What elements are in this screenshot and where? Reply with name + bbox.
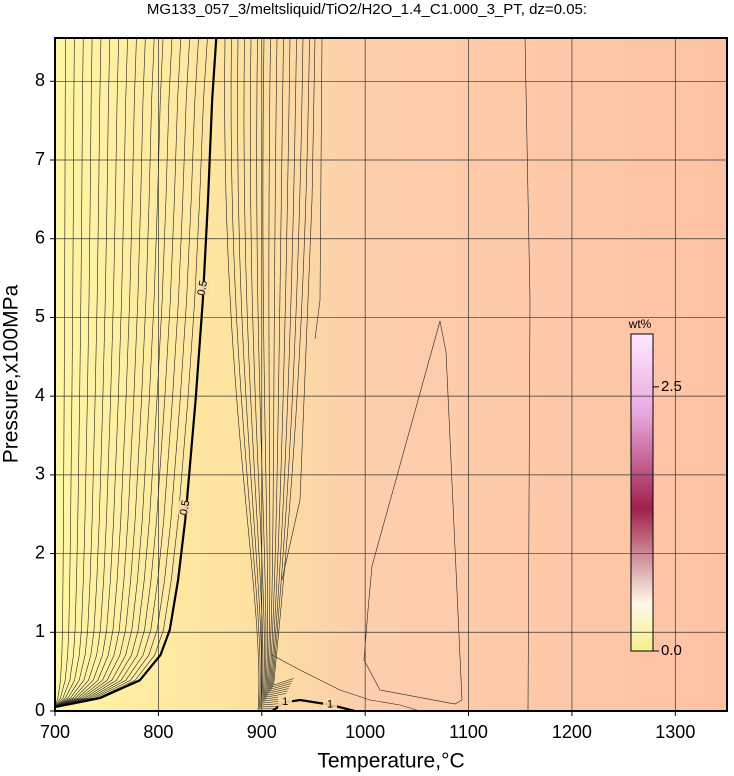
y-tick-label: 1: [35, 621, 45, 641]
contour-line: [54, 37, 75, 708]
contour-line: [54, 37, 190, 708]
contour-line: [54, 37, 66, 708]
y-tick-label: 2: [35, 542, 45, 562]
contour-label-bg: [278, 695, 293, 710]
contour-line: [250, 37, 283, 704]
colorbar-tick-label: 2.5: [661, 378, 682, 395]
contour-line: [262, 37, 286, 700]
y-tick-label: 8: [35, 70, 45, 90]
contour-line: [54, 37, 182, 708]
contour-label-bg: [195, 281, 210, 296]
contour-line: [266, 37, 287, 698]
contour-label: 1: [282, 696, 288, 708]
plot-frame: [54, 37, 728, 712]
contour-line: [54, 37, 102, 708]
contour-line: [54, 37, 155, 708]
x-tick-label: 700: [40, 722, 70, 742]
x-tick-label: 800: [143, 722, 173, 742]
contour-label: 1: [327, 699, 333, 711]
colorbar: [630, 333, 654, 652]
contour-line: [54, 37, 137, 708]
contour: [54, 37, 218, 709]
contour-line: [54, 37, 84, 708]
x-tick-label: 1100: [449, 722, 488, 742]
contour-label-bg: [178, 500, 193, 515]
y-tick-label: 4: [35, 385, 45, 405]
contour-line: [224, 37, 278, 712]
contour-line: [54, 37, 208, 708]
contour-line: [256, 37, 285, 702]
y-tick-label: 5: [35, 306, 45, 326]
colorbar-tick-label: 0.0: [661, 642, 682, 659]
contour-line: [273, 37, 310, 686]
contour-line: [267, 37, 288, 696]
contour-line: [54, 37, 111, 708]
y-tick-label: 3: [35, 464, 45, 484]
y-tick-label: 7: [35, 149, 45, 169]
colorbar-label: wt%: [628, 317, 652, 331]
contour-label-bg: [323, 697, 338, 712]
contour-line: [268, 37, 289, 694]
contour-line: [230, 37, 280, 710]
chart-title: MG133_057_3/meltsliquid/TiO2/H2O_1.4_C1.…: [147, 1, 587, 18]
contour-line: [270, 37, 297, 690]
x-tick-label: 1200: [552, 722, 592, 742]
contour-lines: [54, 37, 531, 712]
x-axis-label: Temperature,°C: [317, 750, 464, 773]
x-tick-label: 900: [247, 722, 277, 742]
contour-line: [54, 37, 128, 708]
contour-line: [269, 37, 291, 692]
contour-line: [54, 37, 120, 708]
y-axis-label: Pressure,x100MPa: [0, 284, 23, 463]
contour-line: [272, 37, 304, 688]
contour-line: [54, 37, 173, 708]
contour-label: 0.5: [178, 499, 192, 516]
y-tick-label: 6: [35, 227, 45, 247]
plot-background: [55, 38, 727, 711]
x-tick-label: 1300: [655, 722, 695, 742]
y-tick-label: 0: [35, 700, 45, 720]
contour-line: [54, 37, 93, 708]
contour-line: [243, 37, 282, 706]
contour-line: [54, 37, 146, 708]
contour-line: [54, 37, 164, 708]
contour-label: 0.5: [196, 280, 210, 297]
x-tick-label: 1000: [345, 722, 385, 742]
contour-line: [54, 37, 199, 708]
